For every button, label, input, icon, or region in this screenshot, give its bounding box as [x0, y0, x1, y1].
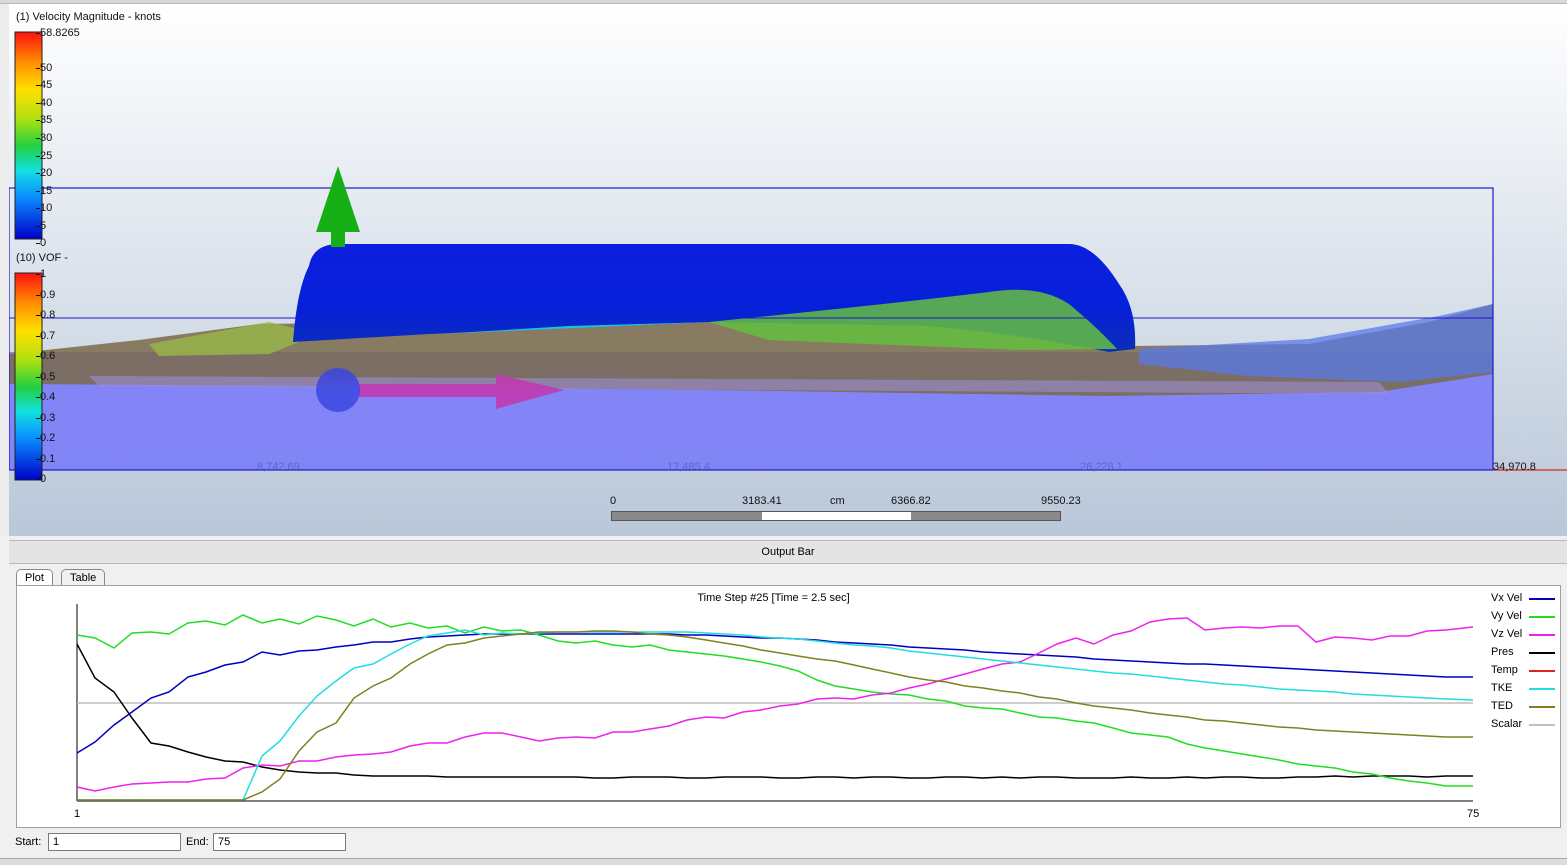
velocity-tick: 25 [35, 150, 53, 162]
terrain-highlight [149, 322, 319, 356]
vof-tick: 0.8 [35, 309, 56, 321]
legend-swatch [1529, 706, 1555, 708]
legend-label: TKE [1491, 682, 1513, 694]
vof-tick: 0.1 [35, 453, 56, 465]
vof-tick: 0.6 [35, 350, 56, 362]
legend-swatch [1529, 652, 1555, 654]
velocity-tick: 35 [35, 114, 53, 126]
time-series-plot[interactable] [17, 586, 1477, 816]
domain-box [9, 187, 1494, 471]
vof-colorbar [14, 272, 43, 481]
vof-tick: 1 [35, 268, 47, 280]
legend-swatch [1529, 724, 1555, 726]
axis-label-end: 34,970.8 [1493, 461, 1536, 473]
scene-svg[interactable] [9, 4, 1567, 536]
velocity-tick: 30 [35, 132, 53, 144]
velocity-colorbar [14, 31, 43, 240]
flow-sheet [89, 376, 1389, 394]
legend-label: Temp [1491, 664, 1518, 676]
ruler-label-3: 9550.23 [1041, 495, 1081, 507]
ruler-label-2: 6366.82 [891, 495, 931, 507]
velocity-tick: 10 [35, 202, 53, 214]
top-toolbar-strip [0, 0, 1567, 4]
series-vz [76, 617, 1474, 792]
axis-label-a: 8,742.69 [257, 461, 300, 473]
force-arrow-up [316, 166, 360, 247]
legend-swatch [1529, 616, 1555, 618]
vof-tick: 0.9 [35, 289, 56, 301]
tab-table[interactable]: Table [61, 569, 106, 586]
tab-plot[interactable]: Plot [16, 569, 53, 587]
wave-crest [709, 289, 1117, 350]
legend-label: Vy Vel [1491, 610, 1522, 622]
vof-tick: 0 [35, 473, 47, 485]
legend-label: Pres [1491, 646, 1514, 658]
plot-panel[interactable]: Time Step #25 [Time = 2.5 sec] 1 75 Vx V… [16, 585, 1561, 828]
vof-tick: 0.4 [35, 391, 56, 403]
velocity-tick: 20 [35, 167, 53, 179]
velocity-tick: 5 [35, 220, 47, 232]
scale-ruler [611, 511, 1061, 521]
plot-x-end-label: 75 [1467, 808, 1480, 820]
series-pres [76, 643, 1473, 779]
velocity-tick: 45 [35, 79, 53, 91]
start-label: Start: [15, 836, 42, 848]
vof-tick: 0.2 [35, 432, 56, 444]
series-vy [76, 614, 1473, 787]
3d-viewport[interactable]: (1) Velocity Magnitude - knots 58.8265 5… [9, 4, 1567, 536]
series-ted [77, 630, 1473, 801]
force-arrow-right [359, 374, 564, 409]
plot-title: Time Step #25 [Time = 2.5 sec] [697, 592, 850, 604]
series-tke [77, 629, 1474, 801]
velocity-tick: 50 [35, 62, 53, 74]
end-label: End: [186, 836, 209, 848]
legend-swatch [1529, 670, 1555, 672]
axis-label-c: 26,228.1 [1080, 461, 1123, 473]
vof-tick: 0.5 [35, 371, 56, 383]
vof-tick: 0.7 [35, 330, 56, 342]
legend-swatch [1529, 688, 1555, 690]
legend-label: Vz Vel [1491, 628, 1523, 640]
legend-swatch [1529, 598, 1555, 600]
legend-label: Scalar [1491, 718, 1523, 730]
start-input[interactable] [48, 833, 181, 851]
cyan-streak [439, 322, 709, 334]
bottom-window-tabs [0, 858, 1567, 865]
end-input[interactable] [213, 833, 346, 851]
ruler-label-1: 3183.41 [742, 495, 782, 507]
velocity-tick: 0 [35, 237, 47, 249]
ruler-label-0: 0 [610, 495, 617, 507]
legend-swatch [1529, 634, 1555, 636]
origin-sphere [316, 368, 360, 412]
vof-legend-title: (10) VOF - [16, 252, 68, 264]
velocity-tick: 40 [35, 97, 53, 109]
wake-region [1139, 304, 1493, 382]
plot-x-start-label: 1 [74, 808, 81, 820]
velocity-tick: 15 [35, 185, 53, 197]
velocity-legend-max: 58.8265 [36, 27, 80, 39]
ruler-unit: cm [830, 495, 845, 507]
legend-label: TED [1491, 700, 1513, 712]
velocity-legend-title: (1) Velocity Magnitude - knots [16, 11, 161, 23]
output-bar-header[interactable]: Output Bar [9, 540, 1567, 564]
legend-label: Vx Vel [1491, 592, 1523, 604]
vof-tick: 0.3 [35, 412, 56, 424]
axis-label-b: 17,485.4 [667, 461, 710, 473]
